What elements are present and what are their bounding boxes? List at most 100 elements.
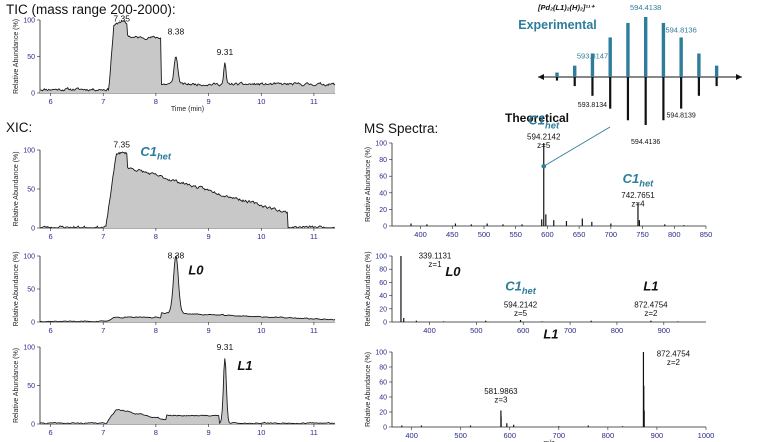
ms_l1-x-tick-label: 400 [405,431,418,440]
xic_l0-peak-label: 8.38 [168,251,185,261]
xic_c1-x-tick-label: 9 [206,232,210,241]
xic_l0-panel: 0 50 100 6 7 8 9 10 11 Relative Abundance (%) 8.38… [13,251,336,335]
xic_c1-x-tick-label: 10 [257,232,265,241]
ms_l1-x-tick-label: 1000 [698,431,715,440]
ms_c1-y-tick-label: 100 [375,141,387,148]
ms_l1-y-tick-label: 40 [379,395,387,402]
ms_l0-y-tick-label: 0 [383,320,387,327]
xic_c1-x-tick-label: 8 [154,232,158,241]
ms_c1-y-axis-label: Relative Abundance (%) [365,147,372,222]
xic_l0-trace-line [39,255,336,323]
isotope-theoretical-label: 594.8139 [667,113,696,120]
ms_c1-x-tick-label: 850 [700,230,713,239]
ms_l0-peak-annotation: 339.1131 [419,252,452,261]
ms_l0-y-tick-label: 20 [379,306,387,313]
isotope-arrow-left [538,74,544,80]
ms_c1-x-tick-label: 500 [478,230,491,239]
xic_c1-species-label: C1het [140,144,172,162]
xic_c1-panel: 0 50 100 6 7 8 9 10 11 Relative Abundance (%) 7.35… [13,140,335,241]
xic_l1-x-tick-label: 9 [206,428,210,437]
ms_l1-peak-annotation: 872.4754 [657,350,691,359]
ms_c1-y-tick-label: 60 [379,174,387,181]
ms_l0-y-tick-label: 80 [379,267,387,274]
xic_l1-species-label: L1 [237,358,252,373]
ms_l1-y-tick-label: 100 [375,350,387,357]
isotope-experimental-label: 594.8136 [665,25,696,34]
ms_l1-species-label: L1 [543,327,558,342]
ms_l1-y-axis-label: Relative Abundance (%) [365,352,372,427]
xic_l1-panel: 0 50 100 6 7 8 9 10 11 Relative Abundance (%) 9.31… [13,342,336,437]
isotope-arrow-right [736,74,742,80]
ms_c1-peak-annotation: 594.2142 [527,133,561,142]
xic_l0-y-tick-label: 0 [31,320,35,327]
ms_l1-x-tick-label: 600 [503,431,516,440]
tic-x-tick-label: 6 [48,97,52,106]
ms_c1-callout-line [543,126,611,167]
xic_l1-x-tick-label: 10 [257,428,265,437]
ms_l0-x-tick-label: 800 [611,326,624,335]
ms_c1-x-tick-label: 450 [446,230,459,239]
ms_l0-species-label: C1het [505,278,537,296]
xic_l0-y-tick-label: 100 [23,254,35,261]
ms_c1-x-tick-label: 650 [573,230,586,239]
ms_c1-panel: 0 20 40 60 80 100 400 450 500 550 600 650 700 750 800 8… [365,113,712,239]
isotope-panel: Experimental 593.8147 594.4138 594.8136 593.… [518,3,742,146]
ms_l0-x-tick-label: 400 [423,326,436,335]
tic-x-tick-label: 10 [257,97,265,106]
tic-trace-fill [40,20,335,94]
ms_c1-y-tick-label: 40 [379,190,387,197]
ms_l0-species-label: L0 [445,264,461,279]
ms_l0-x-tick-label: 700 [564,326,577,335]
ms_c1-x-tick-label: 550 [509,230,522,239]
ms_c1-x-tick-label: 800 [668,230,681,239]
formula-label: [Pd₂(L1)₂(H)₂]¹¹⁺ [537,3,595,12]
ms_c1-peak-annotation: 742.7651 [621,191,655,200]
xic_l1-y-tick-label: 50 [27,383,35,390]
isotope-theoretical-label: 594.4136 [631,139,660,146]
ms_l1-x-axis-label: m/z [543,440,555,442]
xic_l0-species-label: L0 [188,262,204,277]
isotope-theoretical-label: 593.8134 [578,102,607,109]
xic_l1-x-tick-label: 6 [48,428,52,437]
tic-x-tick-label: 7 [101,97,105,106]
xic_c1-y-tick-label: 0 [31,226,35,233]
xic_l1-peak-label: 9.31 [217,342,234,352]
ms_l1-y-tick-label: 20 [379,410,387,417]
ms_l0-peak-annotation: z=1 [428,260,442,269]
ms_l0-panel: 0 20 40 60 80 100 400 500 600 700 800 900 Relative A… [365,251,706,335]
tic-x-tick-label: 8 [154,97,158,106]
ms_c1-x-tick-label: 400 [414,230,427,239]
tic-x-tick-label: 11 [310,97,318,106]
xic_c1-x-tick-label: 7 [101,232,105,241]
ms_c1-species-label: C1het [623,171,655,189]
xic_l0-x-tick-label: 6 [48,326,52,335]
tic-peak-label: 7.35 [113,13,130,23]
ms_l0-y-tick-label: 100 [375,254,387,261]
ms_l1-x-tick-label: 800 [602,431,615,440]
ms_c1-x-tick-label: 700 [605,230,618,239]
isotope-experimental-label: 593.8147 [577,51,608,60]
ms_l1-x-tick-label: 500 [454,431,467,440]
ms_c1-y-tick-label: 80 [379,157,387,164]
xic-title: XIC: [6,120,32,135]
ms_l0-y-tick-label: 60 [379,280,387,287]
ms_l1-peak-annotation: 581.9863 [484,387,518,396]
tic-peak-label: 9.31 [217,47,234,57]
ms_l0-x-tick-label: 500 [470,326,483,335]
xic_l0-y-tick-label: 50 [27,287,35,294]
xic_c1-trace-line [40,151,335,229]
xic_l0-x-tick-label: 11 [310,326,318,335]
tic-peak-label: 8.38 [168,27,185,37]
isotope-experimental-title: Experimental [518,18,597,32]
tic-trace-line [39,20,336,92]
ms_l1-y-tick-label: 60 [379,380,387,387]
ms_l1-y-tick-label: 0 [383,425,387,432]
ms_l0-x-tick-label: 900 [658,326,671,335]
xic_c1-y-tick-label: 100 [23,148,35,155]
xic_l0-x-tick-label: 10 [257,326,265,335]
ms_l0-y-axis-label: Relative Abundance (%) [365,251,372,326]
ms_l1-x-tick-label: 700 [553,431,566,440]
xic_c1-x-tick-label: 6 [48,232,52,241]
xic_l0-x-tick-label: 9 [206,326,210,335]
ms_l0-peak-annotation: z=5 [514,309,528,318]
